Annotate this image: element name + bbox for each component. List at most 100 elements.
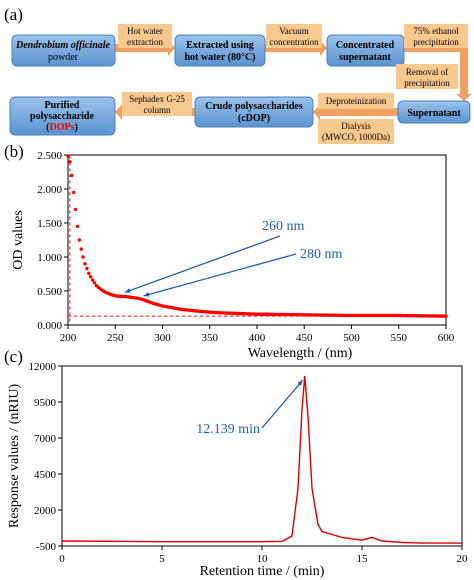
uv-x-tick-label: 250: [107, 332, 124, 344]
uv-y-tick-label: 2.500: [37, 150, 62, 162]
uv-x-tick-label: 200: [60, 332, 77, 344]
uv-annotation-arrow: [124, 235, 281, 294]
uv-data-point: [83, 262, 87, 266]
uv-x-tick-label: 300: [154, 332, 171, 344]
uv-data-point: [68, 160, 72, 164]
node-concentrated: [326, 34, 405, 67]
gpc-y-tick-label: -500: [36, 541, 57, 553]
uv-y-tick-label: 1.000: [37, 252, 62, 264]
panel-label-a: (a): [4, 5, 23, 24]
uv-annotations: 260 nm 280 nm: [124, 219, 343, 297]
node-purified-line3: (DOPs): [46, 122, 78, 133]
gpc-y-tick-label: 9500: [34, 397, 57, 409]
uv-x-tick-label: 550: [391, 332, 408, 344]
gpc-x-tick-label: 15: [357, 553, 369, 565]
gpc-y-tick-label: 4500: [34, 469, 57, 481]
step-removal-precipitation-line1: Removal of: [406, 67, 448, 77]
uv-data-point: [90, 278, 95, 282]
panel-label-b: (b): [4, 142, 24, 161]
uv-y-ticks: 0.000 0.500 1.000 1.500 2.000 2.500: [37, 150, 68, 332]
step-sephadex: [122, 92, 192, 116]
uv-x-tick-label: 450: [296, 332, 313, 344]
uv-data-point: [79, 247, 83, 251]
uv-data-point: [73, 207, 78, 212]
step-ethanol-precipitation-line1: 75% ethanol: [413, 26, 459, 36]
step-removal-precipitation: [396, 64, 458, 89]
uv-spectrum-chart: 0.000 0.500 1.000 1.500 2.000 2.500 200 250 300…: [11, 150, 455, 361]
uv-data-point: [75, 224, 80, 229]
uv-plot-frame: [67, 154, 447, 326]
step-dialysis-line1: Dialysis: [341, 121, 371, 131]
uv-x-tick-label: 500: [343, 332, 360, 344]
step-hot-water-extraction-line2: extraction: [127, 37, 163, 47]
node-purified-line1: Purified: [45, 100, 80, 111]
step-sephadex-line1: Sephadex G-25: [129, 94, 185, 104]
uv-y-tick-label: 0.000: [37, 320, 62, 332]
gpc-annotation-arrowhead: [297, 380, 303, 386]
gpc-annotation-arrow: [261, 379, 304, 429]
uv-data-point: [70, 173, 74, 178]
uv-data-point: [88, 275, 93, 279]
node-purified: [9, 96, 116, 136]
uv-data-point: [66, 154, 70, 159]
gpc-x-tick-label: 20: [457, 553, 469, 565]
step-dialysis-line2: (MWCO, 1000Da): [322, 132, 390, 142]
uv-data-point: [71, 190, 76, 195]
uv-x-tick-label: 350: [202, 332, 219, 344]
gpc-x-ticks: 0 5 10 15 20: [59, 546, 468, 565]
uv-x-tick-label: 600: [438, 332, 455, 344]
uv-y-axis-label: OD values: [11, 210, 26, 270]
gpc-x-tick-label: 10: [257, 553, 269, 565]
uv-data-point: [444, 314, 448, 318]
step-hot-water-extraction: [118, 24, 172, 48]
step-deproteinization: [318, 93, 394, 109]
step-hot-water-extraction-line1: Hot water: [127, 26, 163, 36]
uv-x-axis-label: Wavelength / (nm): [248, 346, 353, 361]
gpc-annotation-label: 12.139 min: [196, 422, 260, 437]
gpc-y-tick-label: 12000: [29, 361, 57, 373]
step-removal-precipitation-line2: precipitation: [404, 78, 450, 88]
uv-y-tick-label: 1.500: [37, 218, 62, 230]
node-purified-dops: DOPs: [50, 122, 75, 133]
uv-annotation-label: 280 nm: [300, 247, 343, 262]
uv-data-point: [85, 266, 89, 271]
node-purified-paren-close: ): [75, 122, 78, 133]
node-supernatant: [397, 100, 471, 124]
step-ethanol-precipitation: [404, 24, 468, 48]
step-ethanol-precipitation-line2: precipitation: [413, 37, 459, 47]
gpc-y-axis-label: Response values / (nRIU): [7, 384, 22, 529]
node-purified-line2: polysaccharide: [30, 111, 94, 122]
step-vacuum-concentration: [266, 24, 322, 48]
uv-data-points: [66, 154, 448, 318]
node-crude-line2: (cDOP): [238, 113, 270, 124]
step-vacuum-concentration-line1: Vacuum: [279, 26, 309, 36]
node-powder-line1: Dendrobium officinale: [15, 40, 111, 51]
node-powder: [11, 34, 116, 67]
gpc-x-tick-label: 5: [159, 553, 165, 565]
uv-data-point: [81, 255, 85, 259]
step-deproteinization-line1: Deproteinization: [326, 96, 387, 106]
node-extracted-line1: Extracted using: [186, 40, 254, 51]
step-vacuum-concentration-line2: concentration: [270, 37, 319, 47]
uv-data-point: [87, 271, 91, 276]
panel-label-c: (c): [4, 347, 23, 366]
chromatogram-chart: -500 2000 4500 7000 9500 12000 0 5 10 15 20 12.13…: [7, 361, 468, 579]
gpc-x-tick-label: 0: [59, 553, 65, 565]
node-concentrated-line2: supernatant: [339, 52, 391, 63]
gpc-y-ticks: -500 2000 4500 7000 9500 12000: [29, 361, 62, 553]
gpc-y-tick-label: 7000: [34, 433, 57, 445]
gpc-x-axis-label: Retention time / (min): [200, 564, 325, 579]
node-extracted: [174, 34, 266, 67]
uv-annotation-arrowhead: [124, 288, 131, 293]
uv-x-tick-label: 400: [249, 332, 266, 344]
node-purified-paren-open: (: [46, 122, 50, 133]
uv-annotation-arrow: [143, 253, 297, 297]
gpc-annotations: 12.139 min: [196, 379, 304, 437]
gpc-plot-frame: [61, 365, 463, 547]
uv-annotation-label: 260 nm: [262, 219, 305, 234]
uv-y-tick-label: 2.000: [37, 184, 62, 196]
uv-guide-lines: [68, 156, 446, 325]
uv-data-point: [92, 281, 97, 285]
step-dialysis: [318, 119, 394, 144]
